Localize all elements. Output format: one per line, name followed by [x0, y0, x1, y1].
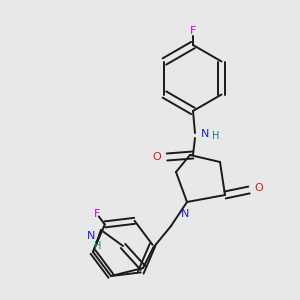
Text: F: F: [190, 26, 196, 36]
Text: N: N: [201, 129, 209, 139]
Text: N: N: [87, 231, 95, 241]
Text: H: H: [212, 131, 219, 141]
Text: H: H: [94, 241, 102, 251]
Text: N: N: [181, 209, 189, 219]
Text: O: O: [153, 152, 161, 162]
Text: F: F: [94, 209, 100, 219]
Text: O: O: [255, 183, 263, 193]
